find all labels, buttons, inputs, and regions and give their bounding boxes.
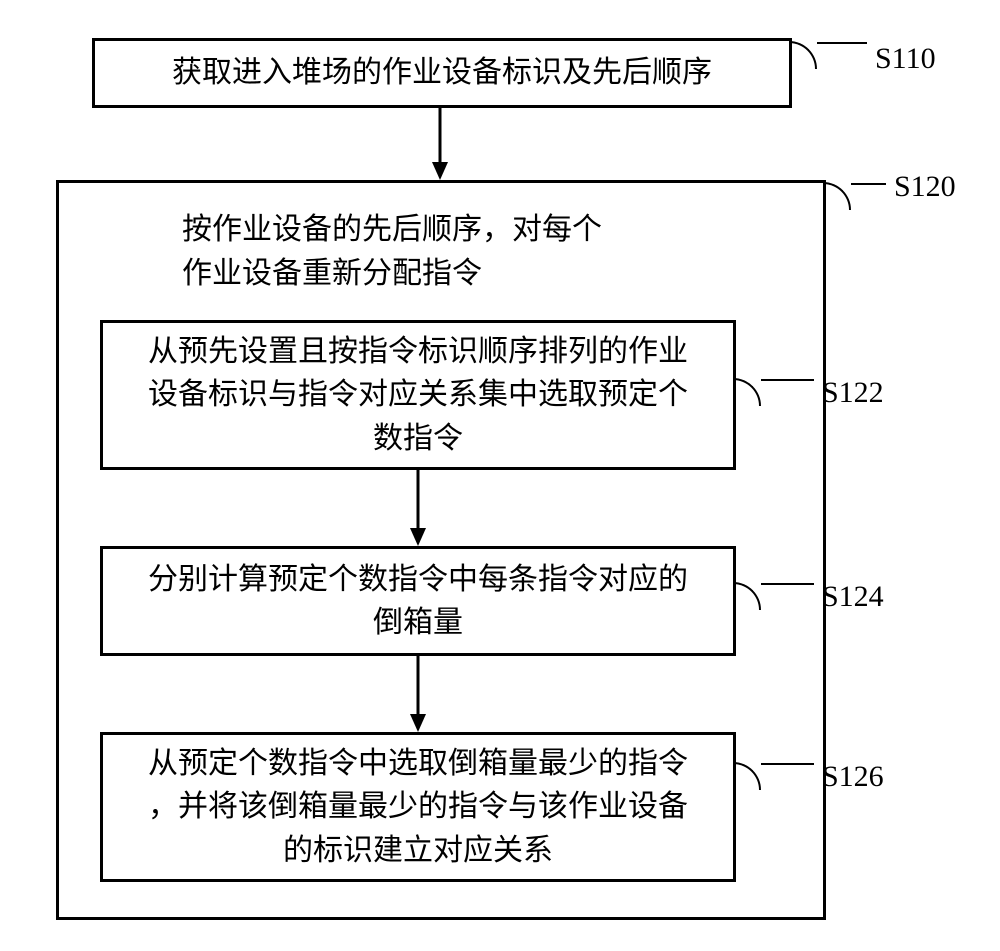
leader-arc-s120 — [823, 182, 851, 210]
step-s122-text: 从预先设置且按指令标识顺序排列的作业 设备标识与指令对应关系集中选取预定个 数指… — [148, 330, 688, 461]
label-s110: S110 — [875, 42, 936, 76]
step-s110-text: 获取进入堆场的作业设备标识及先后顺序 — [172, 51, 712, 95]
step-s126-text: 从预定个数指令中选取倒箱量最少的指令 ，并将该倒箱量最少的指令与该作业设备 的标… — [148, 742, 688, 873]
leader-s120 — [851, 183, 886, 185]
step-s126: 从预定个数指令中选取倒箱量最少的指令 ，并将该倒箱量最少的指令与该作业设备 的标… — [100, 732, 736, 882]
leader-s110 — [817, 42, 867, 44]
flowchart-canvas: 获取进入堆场的作业设备标识及先后顺序 S110 按作业设备的先后顺序，对每个 作… — [0, 0, 1000, 951]
leader-s124 — [761, 583, 814, 585]
leader-arc-s110 — [789, 41, 817, 69]
step-s120-title: 按作业设备的先后顺序，对每个 作业设备重新分配指令 — [182, 208, 602, 295]
label-s122: S122 — [822, 376, 884, 410]
leader-s126 — [761, 763, 814, 765]
label-s124: S124 — [822, 580, 884, 614]
edge-s110-s120 — [430, 108, 450, 180]
label-s126: S126 — [822, 760, 884, 794]
leader-s122 — [761, 379, 814, 381]
step-s110: 获取进入堆场的作业设备标识及先后顺序 — [92, 38, 792, 108]
step-s124-text: 分别计算预定个数指令中每条指令对应的 倒箱量 — [148, 558, 688, 645]
step-s124: 分别计算预定个数指令中每条指令对应的 倒箱量 — [100, 546, 736, 656]
label-s120: S120 — [894, 170, 956, 204]
step-s122: 从预先设置且按指令标识顺序排列的作业 设备标识与指令对应关系集中选取预定个 数指… — [100, 320, 736, 470]
